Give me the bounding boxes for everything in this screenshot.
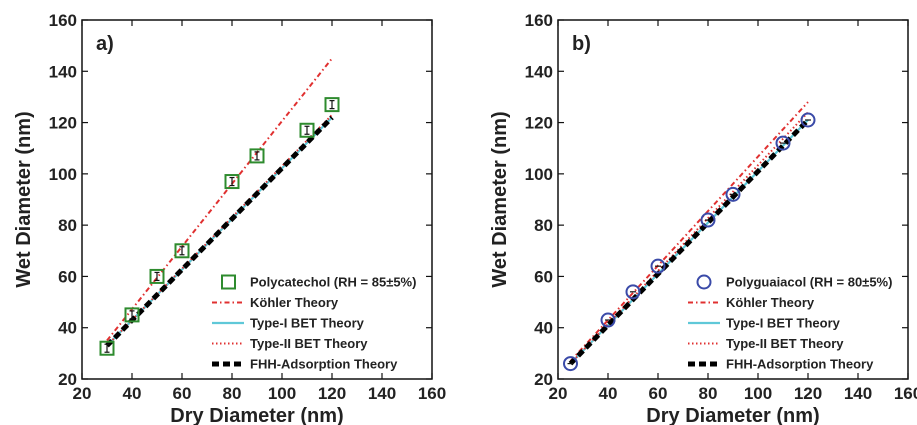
x-tick-label: 160 bbox=[418, 384, 446, 403]
legend-label: Köhler Theory bbox=[726, 295, 815, 310]
legend-label: Köhler Theory bbox=[250, 295, 339, 310]
x-tick-label: 140 bbox=[844, 384, 872, 403]
data-point bbox=[800, 112, 816, 128]
x-tick-label: 80 bbox=[699, 384, 718, 403]
legend-label: Type-II BET Theory bbox=[250, 336, 368, 351]
panel-label: a) bbox=[96, 33, 114, 55]
data-point bbox=[775, 135, 791, 151]
y-tick-label: 120 bbox=[525, 114, 553, 133]
x-tick-label: 20 bbox=[549, 384, 568, 403]
series-line-dashdot bbox=[106, 57, 333, 342]
series-line-dashed bbox=[105, 115, 334, 348]
y-tick-label: 40 bbox=[534, 319, 553, 338]
legend-label: Type-I BET Theory bbox=[726, 316, 841, 331]
y-tick-label: 120 bbox=[49, 114, 77, 133]
x-tick-label: 160 bbox=[894, 384, 917, 403]
x-tick-label: 120 bbox=[794, 384, 822, 403]
x-axis-label: Dry Diameter (nm) bbox=[170, 405, 343, 425]
y-tick-label: 20 bbox=[534, 370, 553, 389]
legend-marker bbox=[696, 274, 712, 290]
x-tick-label: 100 bbox=[268, 384, 296, 403]
y-axis-label: Wet Diameter (nm) bbox=[489, 111, 511, 287]
legend-label: FHH-Adsorption Theory bbox=[250, 357, 398, 372]
x-tick-label: 80 bbox=[223, 384, 242, 403]
y-tick-label: 160 bbox=[49, 11, 77, 30]
data-point bbox=[124, 307, 140, 323]
data-point bbox=[99, 340, 115, 356]
data-point bbox=[324, 97, 340, 113]
x-tick-label: 20 bbox=[73, 384, 92, 403]
legend-label: Polyguaiacol (RH = 80±5%) bbox=[726, 275, 892, 290]
y-axis-label: Wet Diameter (nm) bbox=[13, 111, 35, 287]
y-tick-label: 100 bbox=[49, 165, 77, 184]
x-tick-label: 60 bbox=[649, 384, 668, 403]
y-tick-label: 40 bbox=[58, 319, 77, 338]
y-tick-label: 20 bbox=[58, 370, 77, 389]
y-tick-label: 140 bbox=[525, 62, 553, 81]
panel-label: b) bbox=[572, 33, 591, 55]
x-tick-label: 40 bbox=[123, 384, 142, 403]
data-point bbox=[249, 148, 265, 164]
data-point bbox=[625, 284, 641, 300]
chart-panel-b: 20 40 60 80 100 120 140 160 20 40 60 80 100 120 140 160… bbox=[489, 11, 917, 425]
data-point bbox=[600, 312, 616, 328]
x-tick-label: 40 bbox=[599, 384, 618, 403]
plot-frame bbox=[81, 19, 433, 380]
y-tick-label: 60 bbox=[534, 267, 553, 286]
series-line-dashed bbox=[568, 118, 810, 366]
plot-frame bbox=[557, 19, 909, 380]
x-tick-label: 120 bbox=[318, 384, 346, 403]
x-axis-label: Dry Diameter (nm) bbox=[646, 405, 819, 425]
y-tick-label: 160 bbox=[525, 11, 553, 30]
x-tick-label: 60 bbox=[173, 384, 192, 403]
series-line-dashdot bbox=[569, 101, 809, 362]
y-tick-label: 140 bbox=[49, 62, 77, 81]
legend-label: FHH-Adsorption Theory bbox=[726, 357, 874, 372]
chart-panel-a: 20 40 60 80 100 120 140 160 20 40 60 80 100 120 140 160… bbox=[13, 11, 446, 425]
y-tick-label: 60 bbox=[58, 267, 77, 286]
y-tick-label: 80 bbox=[534, 216, 553, 235]
data-point bbox=[224, 174, 240, 190]
data-point bbox=[725, 186, 741, 202]
legend-marker bbox=[221, 274, 236, 290]
x-tick-label: 140 bbox=[368, 384, 396, 403]
x-tick-label: 100 bbox=[744, 384, 772, 403]
data-point bbox=[299, 122, 315, 138]
data-point bbox=[650, 258, 666, 274]
y-tick-label: 80 bbox=[58, 216, 77, 235]
data-point bbox=[149, 268, 165, 284]
legend-label: Type-I BET Theory bbox=[250, 316, 365, 331]
y-tick-label: 100 bbox=[525, 165, 553, 184]
legend-label: Type-II BET Theory bbox=[726, 336, 844, 351]
legend-label: Polycatechol (RH = 85±5%) bbox=[250, 275, 416, 290]
series-line-dotted bbox=[569, 111, 809, 365]
data-point bbox=[700, 212, 716, 228]
data-point bbox=[174, 243, 190, 259]
data-point bbox=[563, 356, 578, 372]
